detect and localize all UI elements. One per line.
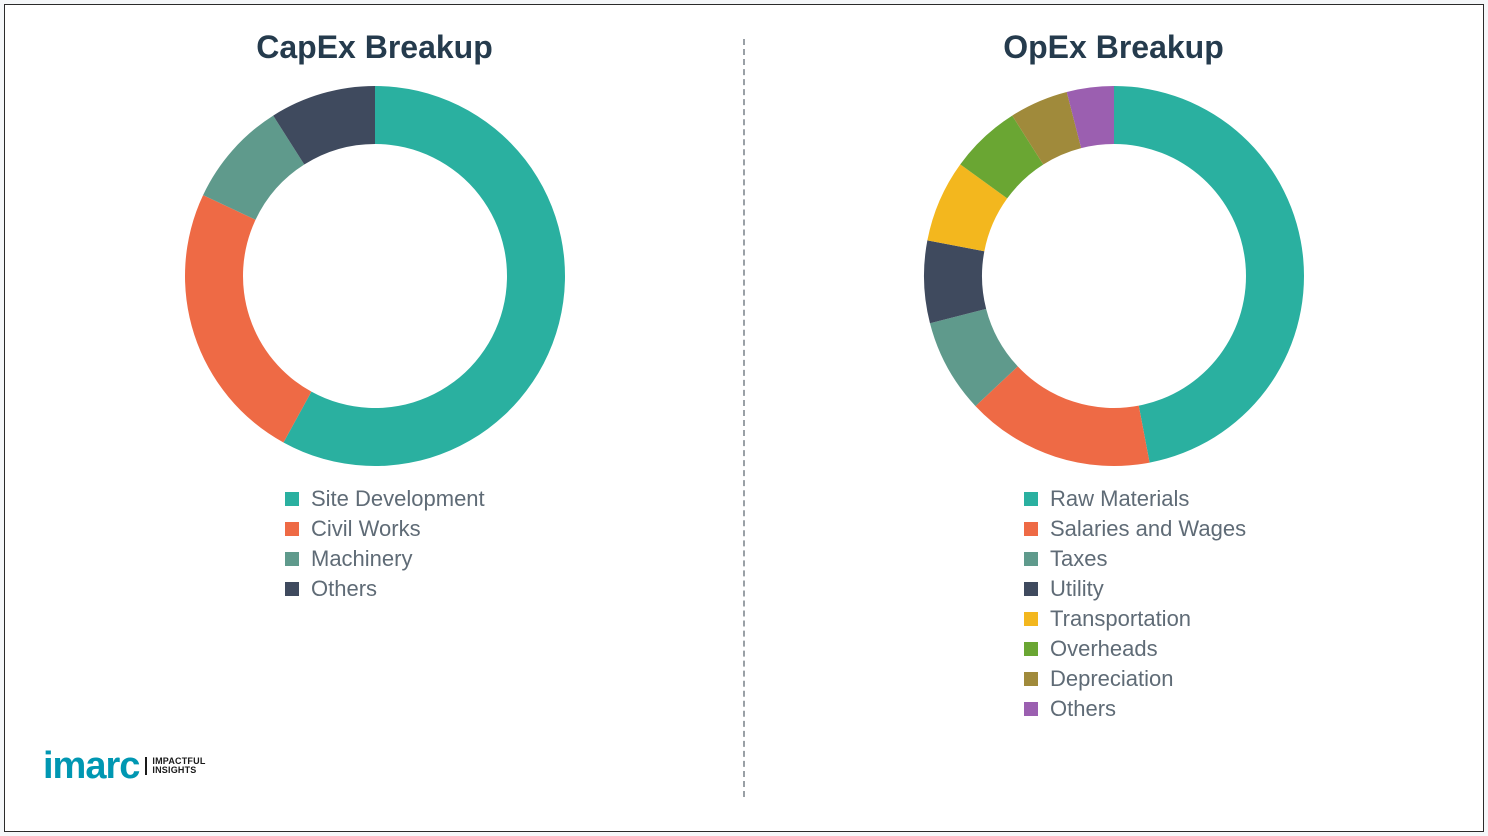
opex-legend-label-7: Others — [1050, 696, 1116, 722]
opex-legend-item-7: Others — [1024, 696, 1246, 722]
center-divider — [743, 39, 745, 797]
capex-donut — [175, 76, 575, 476]
opex-legend-swatch-3 — [1024, 582, 1038, 596]
opex-legend-label-0: Raw Materials — [1050, 486, 1189, 512]
capex-donut-wrap — [175, 76, 575, 476]
capex-legend-item-3: Others — [285, 576, 485, 602]
logo-main-text: imarc — [43, 747, 139, 785]
capex-legend-label-0: Site Development — [311, 486, 485, 512]
logo-sub-text: IMPACTFUL INSIGHTS — [145, 757, 205, 776]
opex-legend-label-3: Utility — [1050, 576, 1104, 602]
capex-legend-item-2: Machinery — [285, 546, 485, 572]
capex-legend-label-2: Machinery — [311, 546, 412, 572]
opex-title: OpEx Breakup — [1003, 29, 1224, 66]
opex-legend-item-6: Depreciation — [1024, 666, 1246, 692]
opex-legend-swatch-6 — [1024, 672, 1038, 686]
opex-legend-item-2: Taxes — [1024, 546, 1246, 572]
opex-legend-swatch-1 — [1024, 522, 1038, 536]
opex-legend-label-2: Taxes — [1050, 546, 1107, 572]
opex-legend-label-1: Salaries and Wages — [1050, 516, 1246, 542]
capex-legend: Site Development Civil Works Machinery Othe… — [285, 482, 485, 606]
opex-legend-item-1: Salaries and Wages — [1024, 516, 1246, 542]
opex-legend-label-4: Transportation — [1050, 606, 1191, 632]
opex-legend-swatch-5 — [1024, 642, 1038, 656]
opex-legend-item-3: Utility — [1024, 576, 1246, 602]
capex-slice-1 — [184, 195, 310, 442]
opex-legend-swatch-2 — [1024, 552, 1038, 566]
logo-sub-line2: INSIGHTS — [152, 765, 196, 775]
opex-slice-3 — [924, 240, 986, 323]
capex-legend-label-3: Others — [311, 576, 377, 602]
capex-legend-label-1: Civil Works — [311, 516, 421, 542]
opex-legend-label-5: Overheads — [1050, 636, 1158, 662]
capex-legend-item-1: Civil Works — [285, 516, 485, 542]
opex-legend-item-0: Raw Materials — [1024, 486, 1246, 512]
opex-legend-swatch-4 — [1024, 612, 1038, 626]
capex-legend-item-0: Site Development — [285, 486, 485, 512]
opex-legend-swatch-7 — [1024, 702, 1038, 716]
opex-panel: OpEx Breakup Raw Materials Salaries and W… — [744, 5, 1483, 831]
opex-legend: Raw Materials Salaries and Wages Taxes Util… — [1024, 482, 1246, 726]
opex-legend-label-6: Depreciation — [1050, 666, 1174, 692]
opex-legend-item-5: Overheads — [1024, 636, 1246, 662]
brand-logo: imarc IMPACTFUL INSIGHTS — [43, 747, 206, 785]
capex-legend-swatch-1 — [285, 522, 299, 536]
opex-legend-swatch-0 — [1024, 492, 1038, 506]
capex-legend-swatch-3 — [285, 582, 299, 596]
capex-title: CapEx Breakup — [256, 29, 493, 66]
capex-panel: CapEx Breakup Site Development Civil Work… — [5, 5, 744, 831]
capex-legend-swatch-2 — [285, 552, 299, 566]
capex-legend-swatch-0 — [285, 492, 299, 506]
opex-slice-0 — [1114, 86, 1304, 463]
opex-legend-item-4: Transportation — [1024, 606, 1246, 632]
chart-frame: CapEx Breakup Site Development Civil Work… — [4, 4, 1484, 832]
opex-donut-wrap — [914, 76, 1314, 476]
opex-donut — [914, 76, 1314, 476]
